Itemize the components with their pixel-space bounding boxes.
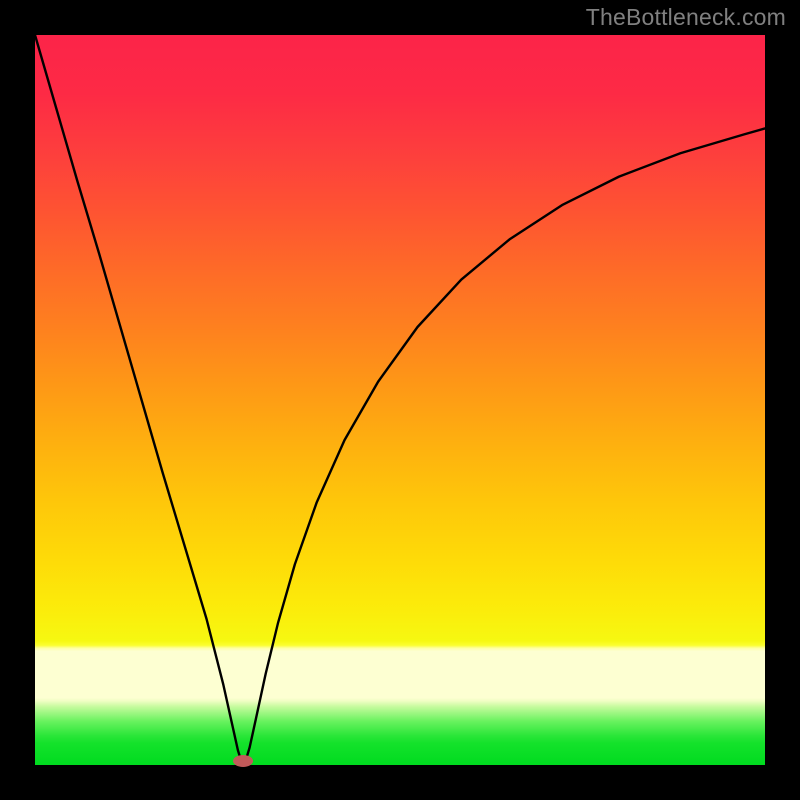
- minimum-marker: [233, 755, 253, 767]
- bottleneck-chart: [0, 0, 800, 800]
- plot-background: [35, 35, 765, 765]
